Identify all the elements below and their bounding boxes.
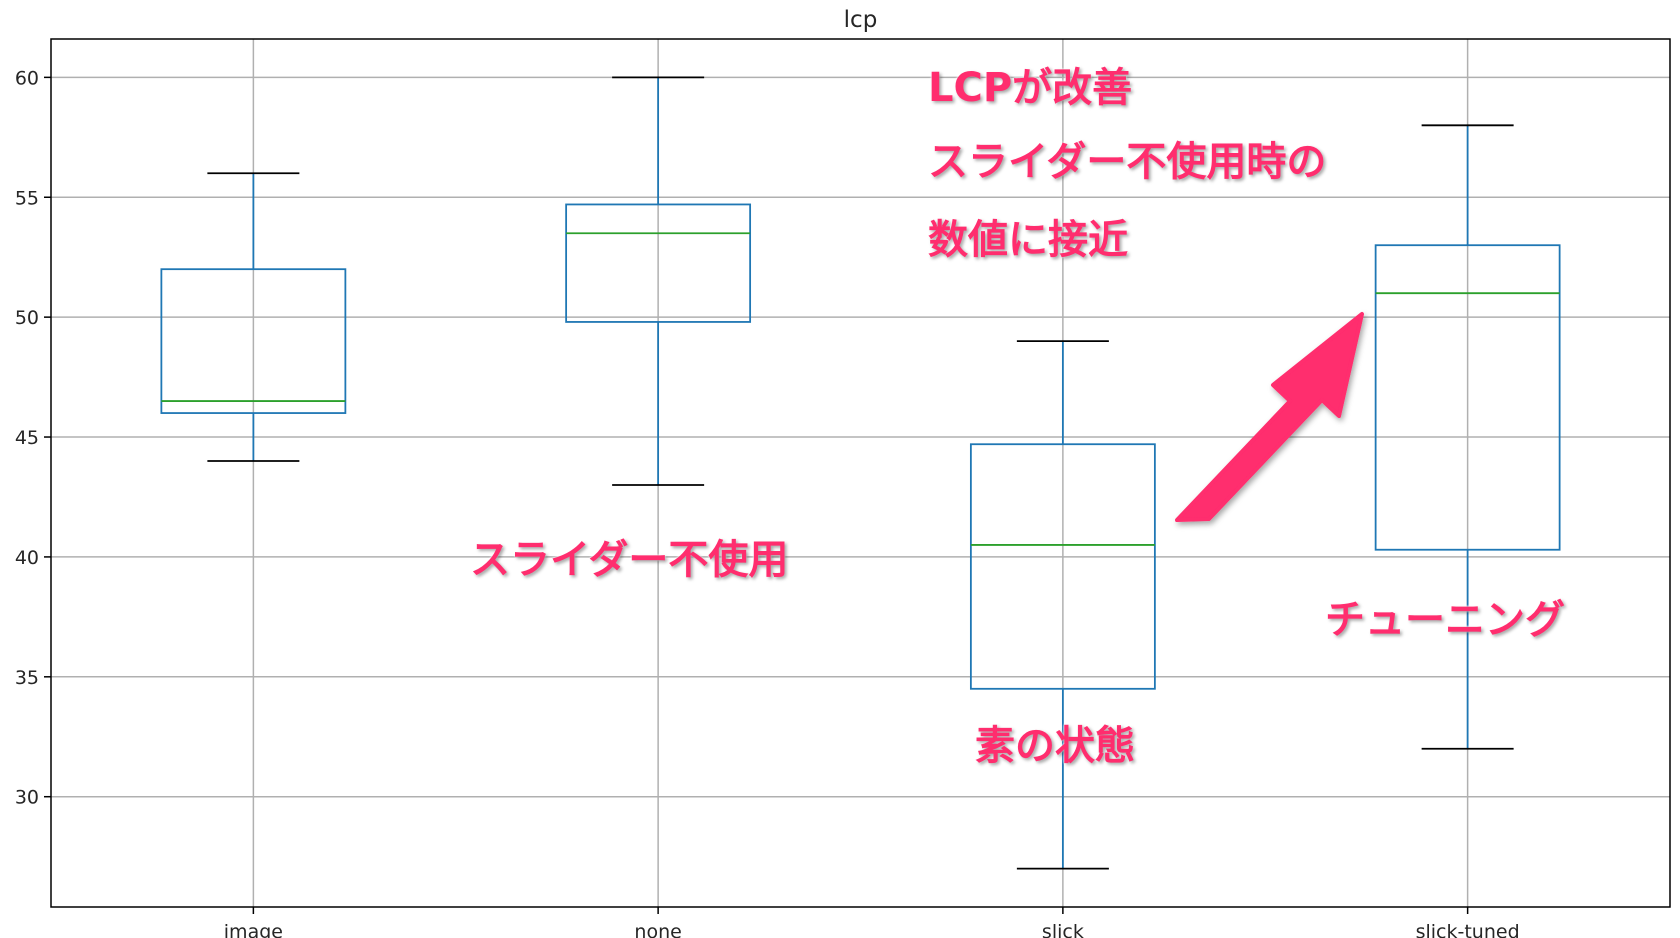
box-iqr — [969, 443, 1156, 690]
annotation-no-slider: スライダー不使用 — [470, 537, 789, 583]
annotation-improved-line2: スライダー不使用時の — [928, 139, 1327, 185]
annotation-arrow — [1175, 312, 1364, 522]
x-tick-label: image — [224, 921, 283, 938]
boxes — [160, 76, 1561, 870]
x-tick-label: slick-tuned — [1416, 921, 1520, 938]
y-tick-label: 45 — [15, 427, 39, 449]
box-iqr — [160, 268, 347, 414]
x-tick-label: slick — [1042, 921, 1084, 938]
tick-labels: 30 35 40 45 50 55 60 image none slick slick-tuned — [15, 67, 1520, 938]
box-iqr — [1374, 244, 1561, 551]
y-tick-label: 40 — [15, 547, 39, 569]
chart-title: lcp — [844, 7, 878, 33]
annotation-raw-state: 素の状態 — [975, 723, 1135, 769]
y-tick-label: 55 — [15, 187, 39, 209]
y-tick-label: 35 — [15, 667, 39, 689]
y-tick-label: 50 — [15, 307, 39, 329]
y-tick-label: 60 — [15, 67, 39, 89]
plot-frame — [50, 38, 1671, 908]
grid — [51, 39, 1670, 907]
annotation-improved-line1: LCPが改善 — [928, 65, 1133, 111]
annotation-tuning: チューニング — [1325, 597, 1565, 643]
annotation-improved-line3: 数値に接近 — [928, 217, 1128, 263]
box-iqr — [565, 203, 752, 323]
x-tick-label: none — [634, 921, 681, 938]
y-tick-label: 30 — [15, 787, 39, 809]
